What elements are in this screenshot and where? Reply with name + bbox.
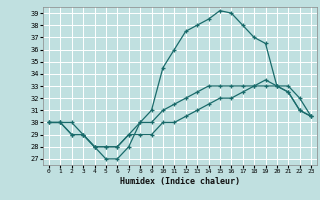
X-axis label: Humidex (Indice chaleur): Humidex (Indice chaleur) bbox=[120, 177, 240, 186]
